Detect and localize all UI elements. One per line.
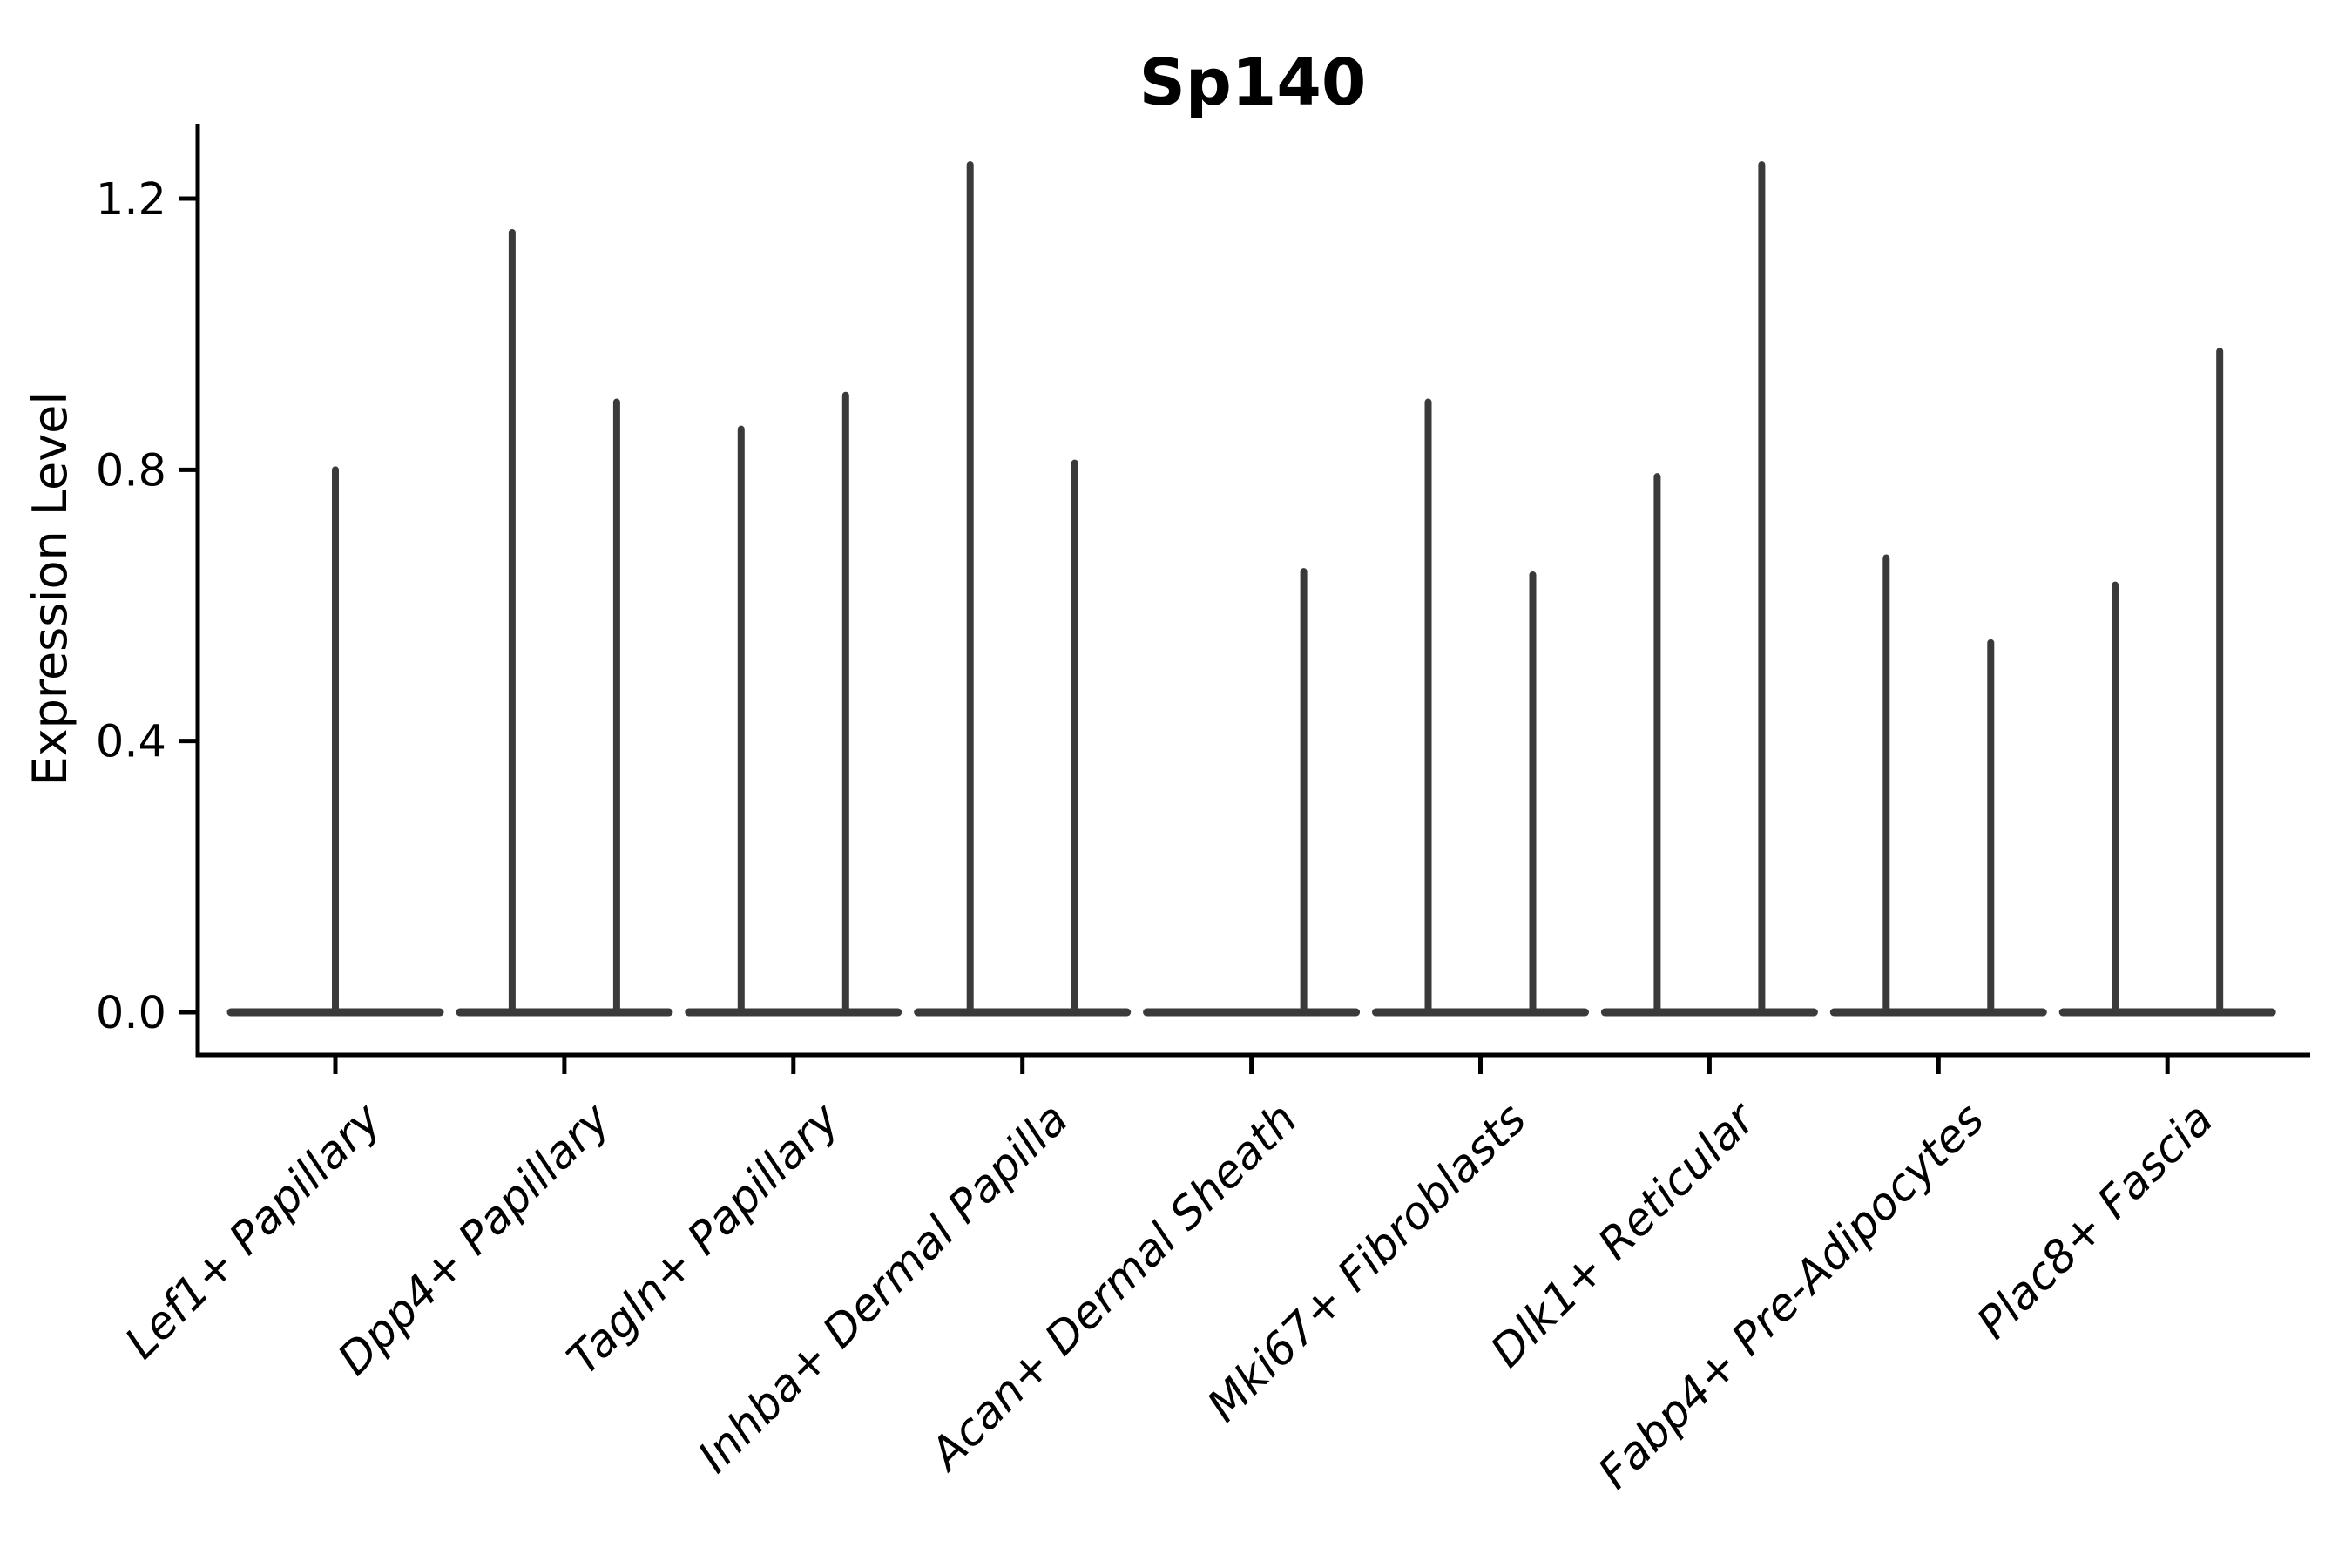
x-tick-label: Acan+ Dermal Sheath bbox=[919, 1093, 1307, 1481]
x-tick-label: Inhba+ Dermal Papilla bbox=[689, 1093, 1078, 1483]
x-tick-label: Fabp4+ Pre-Adipocytes bbox=[1589, 1093, 1995, 1499]
y-tick-label: 0.8 bbox=[96, 445, 166, 497]
y-tick-label: 1.2 bbox=[96, 174, 166, 226]
chart-title: Sp140 bbox=[1139, 45, 1367, 120]
y-tick-label: 0.4 bbox=[96, 717, 166, 768]
x-tick-label: Plac8+ Fascia bbox=[1968, 1093, 2224, 1349]
y-tick-label: 0.0 bbox=[96, 988, 166, 1039]
y-axis-label: Expression Level bbox=[23, 392, 78, 787]
